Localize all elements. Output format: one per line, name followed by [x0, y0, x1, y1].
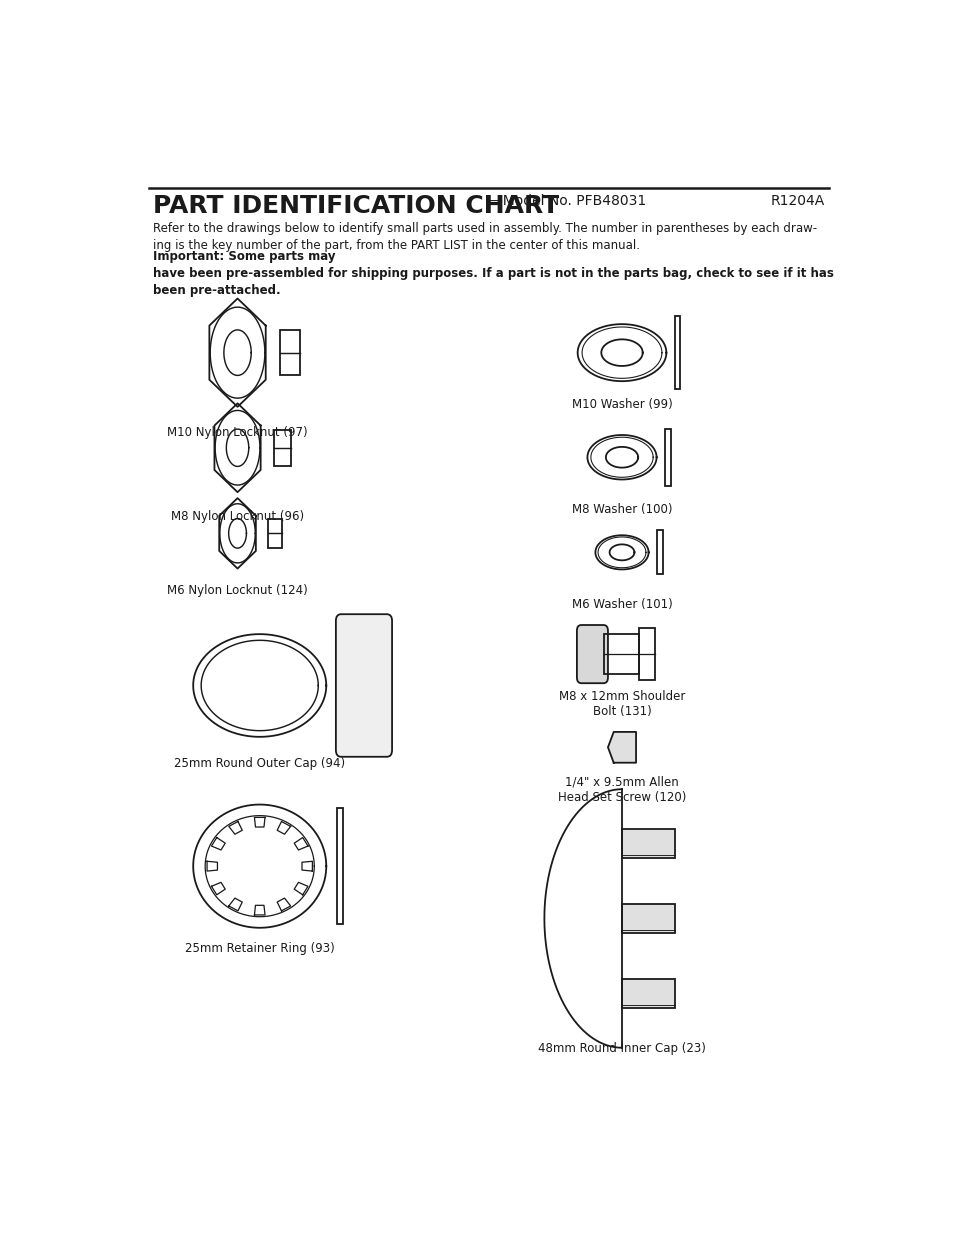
Text: 1/4" x 9.5mm Allen
Head Set Screw (120): 1/4" x 9.5mm Allen Head Set Screw (120) [558, 776, 685, 804]
Text: M8 Washer (100): M8 Washer (100) [571, 503, 672, 516]
Bar [639, 629, 655, 680]
Bar [675, 316, 679, 389]
Polygon shape [607, 732, 636, 763]
Text: 48mm Round Inner Cap (23): 48mm Round Inner Cap (23) [537, 1042, 705, 1055]
Text: 25mm Round Outer Cap (94): 25mm Round Outer Cap (94) [174, 757, 345, 769]
Text: —Model No. PFB48031: —Model No. PFB48031 [488, 194, 645, 207]
Text: M8 Nylon Locknut (96): M8 Nylon Locknut (96) [171, 510, 304, 522]
Bar [274, 430, 291, 466]
Bar [337, 808, 342, 924]
Text: M6 Nylon Locknut (124): M6 Nylon Locknut (124) [167, 584, 308, 598]
FancyBboxPatch shape [335, 614, 392, 757]
Text: M10 Washer (99): M10 Washer (99) [571, 399, 672, 411]
FancyBboxPatch shape [577, 625, 607, 683]
Bar [621, 978, 675, 1008]
Bar [657, 530, 662, 574]
Bar [279, 331, 300, 374]
Bar [665, 429, 670, 485]
Bar [621, 829, 675, 858]
Text: M8 x 12mm Shoulder
Bolt (131): M8 x 12mm Shoulder Bolt (131) [558, 690, 684, 719]
Text: M10 Nylon Locknut (97): M10 Nylon Locknut (97) [167, 426, 308, 440]
Text: R1204A: R1204A [770, 194, 824, 207]
Bar [603, 635, 639, 674]
Text: 25mm Retainer Ring (93): 25mm Retainer Ring (93) [185, 942, 335, 955]
Bar [268, 519, 281, 548]
Bar [621, 904, 675, 934]
Text: Important: Some parts may
have been pre-assembled for shipping purposes. If a pa: Important: Some parts may have been pre-… [152, 249, 833, 296]
Text: M6 Washer (101): M6 Washer (101) [571, 598, 672, 611]
Text: Refer to the drawings below to identify small parts used in assembly. The number: Refer to the drawings below to identify … [152, 222, 816, 252]
Text: PART IDENTIFICATION CHART: PART IDENTIFICATION CHART [152, 194, 558, 217]
